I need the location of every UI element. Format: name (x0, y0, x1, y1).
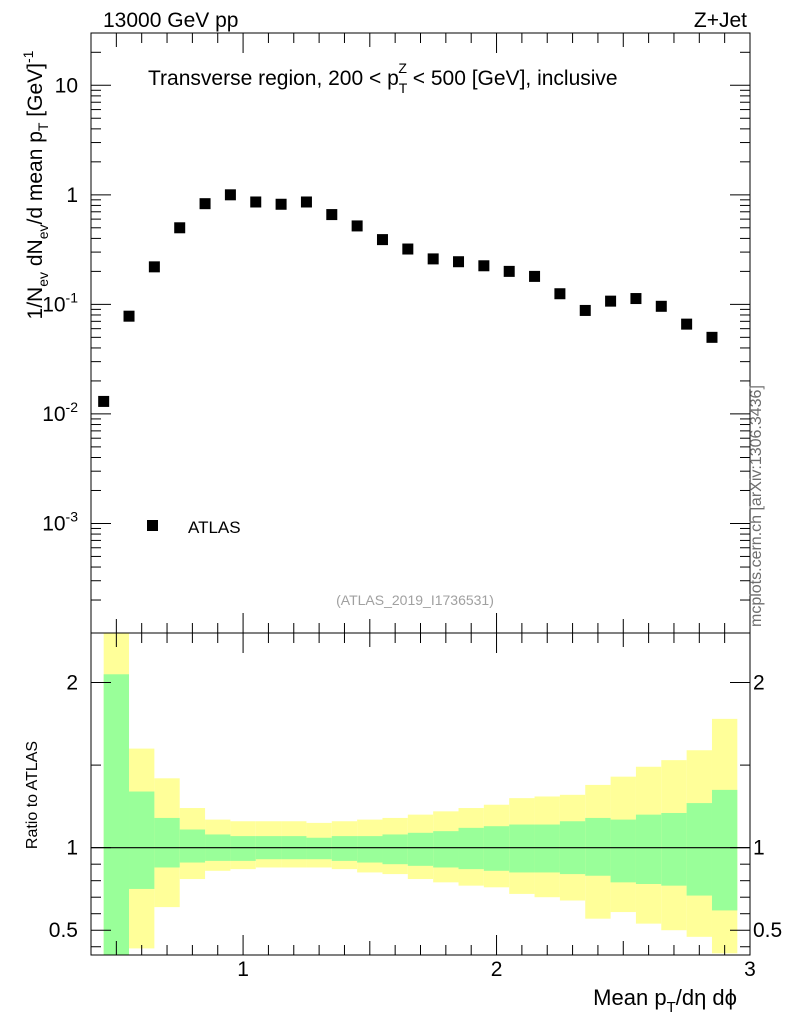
data-point (529, 270, 541, 282)
data-point (174, 222, 186, 234)
legend-marker (147, 520, 158, 531)
stat-uncertainty-band (129, 791, 155, 889)
stat-uncertainty-band (534, 824, 560, 873)
data-point (402, 243, 414, 255)
main-frame (90, 32, 751, 634)
data-point (326, 209, 338, 221)
main-ytick-label: 1 (66, 184, 78, 207)
legend-label: ATLAS (188, 518, 241, 537)
data-point (351, 220, 363, 232)
data-markers (98, 189, 718, 407)
xtick-labels: 1 2 3 (237, 958, 756, 981)
data-point (300, 196, 312, 208)
stat-uncertainty-band (635, 814, 662, 884)
data-point (98, 395, 110, 407)
data-point (554, 288, 566, 300)
xtick-label: 3 (744, 958, 756, 981)
ratio-ytick-labels: 0.5 0.5 1 1 2 2 (49, 672, 782, 943)
stat-uncertainty-band (458, 827, 484, 870)
data-point (148, 261, 160, 273)
ratio-bands (103, 633, 738, 955)
ratio-ytick-label-right: 2 (753, 672, 765, 695)
stat-uncertainty-band (509, 824, 535, 873)
stat-uncertainty-band (306, 837, 332, 860)
xtick-label: 2 (491, 958, 503, 981)
main-panel: 10-3 10-2 10-1 1 10 Transverse region, 200 <… (20, 32, 751, 634)
ratio-ytick-label-right: 0.5 (753, 919, 782, 942)
data-point (706, 331, 718, 343)
main-ytick-label: 10 (55, 74, 78, 97)
analysis-annotation: (ATLAS_2019_I1736531) (336, 592, 494, 608)
header-left: 13000 GeV pp (103, 9, 238, 32)
xtick-label: 1 (237, 958, 249, 981)
data-point (579, 304, 591, 316)
stat-uncertainty-band (331, 836, 358, 861)
ratio-ytick-label-left: 1 (66, 837, 78, 860)
main-ytick-label: 10-3 (42, 508, 78, 535)
data-point (681, 318, 693, 330)
stat-uncertainty-band (407, 832, 434, 866)
main-ylabel: 1/Nev dNev/d mean pT [GeV]-1 (20, 50, 51, 319)
ratio-ytick-label-left: 2 (66, 672, 78, 695)
ratio-panel: 0.5 0.5 1 1 2 2 1 2 3 Ratio to ATLAS Mean pT/dη… (24, 632, 782, 1016)
data-point (655, 300, 667, 312)
data-point (605, 295, 617, 307)
stat-uncertainty-band (154, 817, 180, 868)
stat-uncertainty-band (357, 836, 383, 863)
main-ytick-labels: 10-3 10-2 10-1 1 10 (42, 74, 78, 535)
ratio-ytick-label-right: 1 (753, 837, 765, 860)
plot-title: Transverse region, 200 < pTZ < 500 [GeV]… (148, 60, 618, 96)
stat-uncertainty-band (382, 834, 408, 865)
ratio-ticks (90, 633, 751, 955)
stat-uncertainty-band (433, 831, 459, 868)
main-ticks (90, 32, 751, 634)
stat-uncertainty-band (103, 674, 130, 955)
data-point (478, 260, 490, 272)
data-point (376, 234, 388, 246)
main-ytick-label: 10-1 (42, 289, 78, 316)
stat-uncertainty-band (179, 829, 206, 863)
ratio-ytick-label-left: 0.5 (49, 919, 78, 942)
stat-uncertainty-band (585, 817, 611, 876)
data-point (453, 256, 465, 268)
stat-uncertainty-band (483, 826, 510, 871)
data-point (630, 293, 642, 305)
stat-uncertainty-band (230, 836, 256, 861)
header-right: Z+Jet (694, 9, 747, 32)
xlabel: Mean pT/dη dϕ (593, 985, 737, 1016)
data-point (123, 310, 135, 322)
main-ytick-label: 10-2 (42, 399, 78, 426)
data-point (275, 198, 287, 210)
watermark: mcplots.cern.ch [arXiv:1306.3436] (748, 385, 765, 627)
stat-uncertainty-band (686, 803, 712, 896)
stat-uncertainty-band (610, 819, 636, 883)
data-point (224, 189, 236, 201)
data-point (427, 253, 439, 265)
data-point (250, 196, 262, 208)
ratio-ylabel: Ratio to ATLAS (24, 741, 41, 849)
stat-uncertainty-band (661, 812, 687, 886)
data-point (503, 265, 515, 277)
stat-uncertainty-band (711, 789, 738, 911)
data-point (199, 198, 211, 210)
